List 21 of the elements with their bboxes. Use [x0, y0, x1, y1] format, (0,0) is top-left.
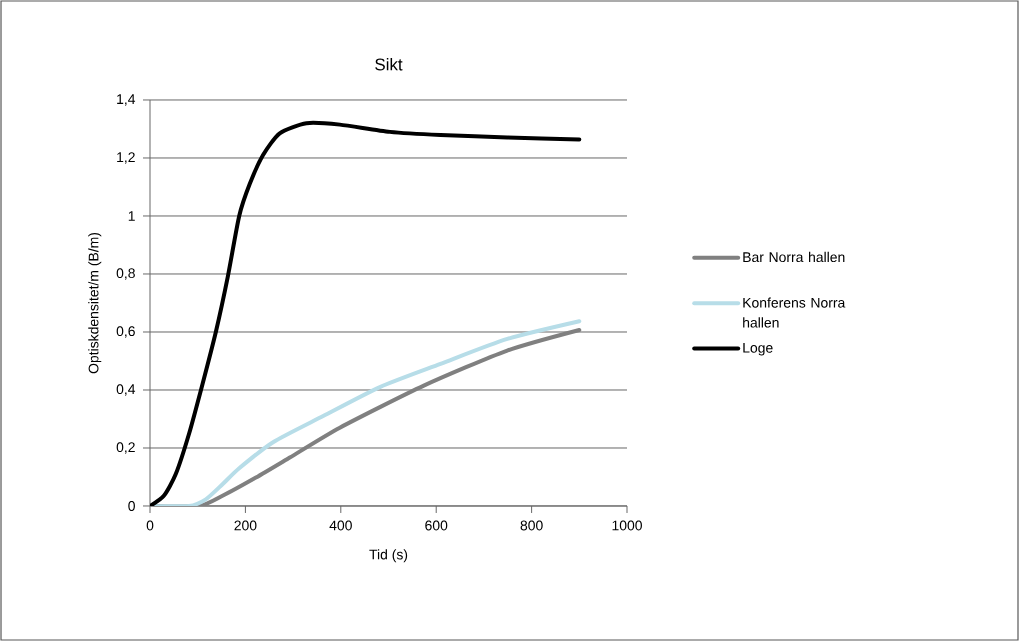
y-tick-label: 1,4 [117, 94, 136, 106]
line-series [150, 120, 582, 506]
legend-label: Loge [743, 343, 773, 356]
x-axis-title: Tid (s) [369, 549, 408, 563]
x-tick-label: 400 [329, 520, 352, 531]
x-tick-label: 800 [520, 520, 543, 531]
y-tick-label: 1,2 [117, 152, 135, 164]
chart-title: Sikt [375, 58, 403, 71]
y-tick-label: 0,2 [116, 442, 135, 454]
y-tick-label: 0,4 [116, 384, 136, 396]
x-tick-label: 600 [425, 520, 448, 531]
legend-label: Bar Norra hallen [743, 251, 845, 263]
x-tick-label: 0 [146, 520, 154, 531]
legend-label: Konferens Norra hallen [743, 297, 846, 328]
y-tick-label: 1 [128, 211, 135, 221]
y-tick-label: 0,6 [116, 326, 135, 338]
y-tick-label: 0 [128, 501, 135, 511]
y-tick-label: 0,8 [116, 268, 135, 280]
x-tick-label: 1000 [612, 520, 642, 531]
y-axis-title: Optiskdensitet/m (B/m) [88, 232, 102, 374]
x-tick-label: 200 [234, 520, 257, 531]
